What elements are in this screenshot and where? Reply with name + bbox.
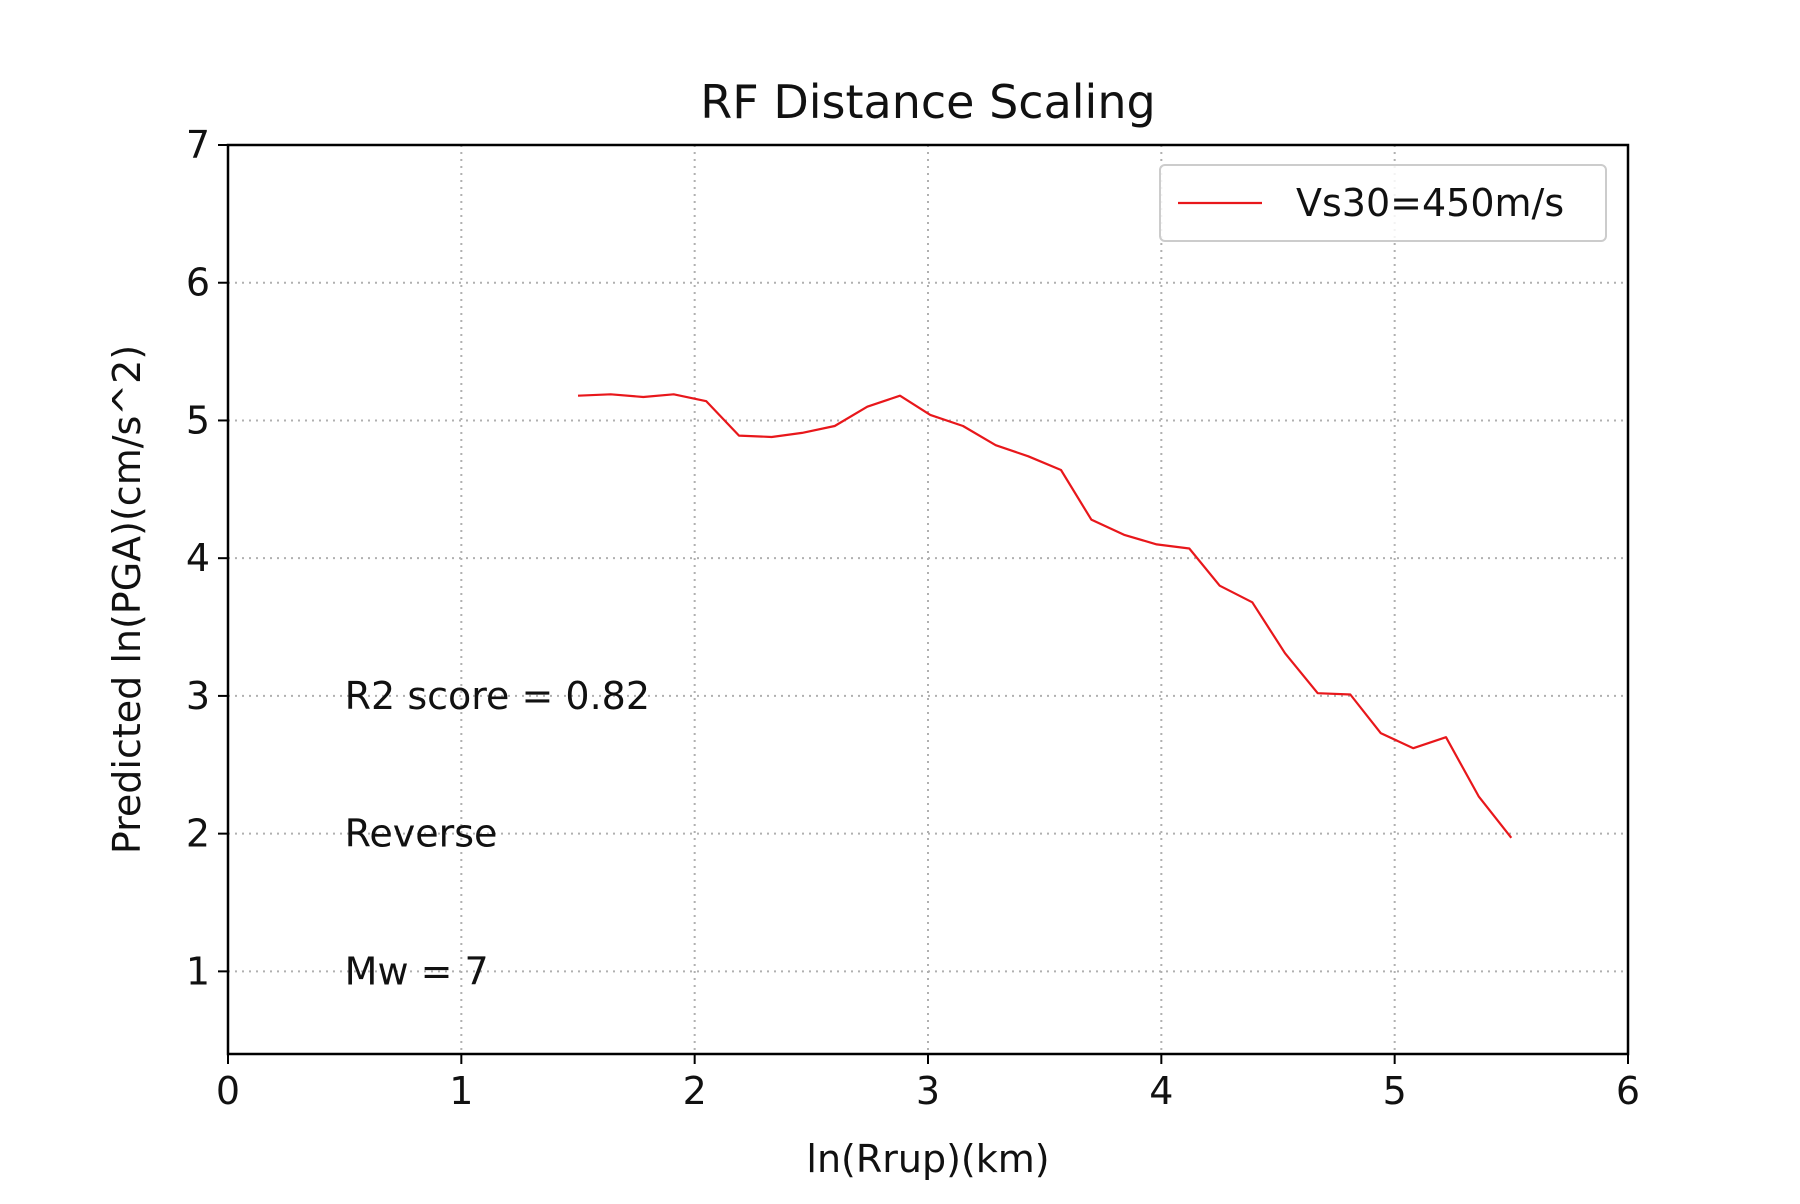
x-tick-label: 4 <box>1149 1069 1173 1113</box>
y-axis-label: Predicted ln(PGA)(cm/s^2) <box>105 345 149 854</box>
annotation-fault-type: Reverse <box>345 812 498 856</box>
chart-title: RF Distance Scaling <box>700 75 1155 129</box>
legend: Vs30=450m/s <box>1159 164 1607 242</box>
series-line <box>577 393 1513 839</box>
grid-layer <box>228 145 1628 1054</box>
x-tick-label: 5 <box>1383 1069 1407 1113</box>
legend-label: Vs30=450m/s <box>1296 181 1564 225</box>
x-tick-label: 6 <box>1616 1069 1640 1113</box>
tick-layer: 0 1 2 3 4 5 6 1 2 3 4 5 6 7 <box>186 123 1640 1113</box>
y-tick-label: 2 <box>186 812 210 856</box>
y-tick-label: 5 <box>186 398 210 442</box>
x-tick-label: 3 <box>916 1069 940 1113</box>
annotation-magnitude: Mw = 7 <box>345 949 489 993</box>
series-layer <box>577 393 1513 839</box>
y-tick-label: 7 <box>186 123 210 167</box>
y-tick-label: 6 <box>186 261 210 305</box>
y-tick-label: 4 <box>186 536 210 580</box>
annotation-r2-score: R2 score = 0.82 <box>345 674 650 718</box>
annotation-layer: R2 score = 0.82 Reverse Mw = 7 <box>345 674 650 993</box>
x-tick-label: 0 <box>216 1069 240 1113</box>
y-tick-label: 3 <box>186 674 210 718</box>
y-tick-label: 1 <box>186 949 210 993</box>
x-tick-label: 2 <box>683 1069 707 1113</box>
x-tick-label: 1 <box>449 1069 473 1113</box>
legend-box <box>1159 164 1607 242</box>
x-axis-label: ln(Rrup)(km) <box>806 1137 1049 1181</box>
